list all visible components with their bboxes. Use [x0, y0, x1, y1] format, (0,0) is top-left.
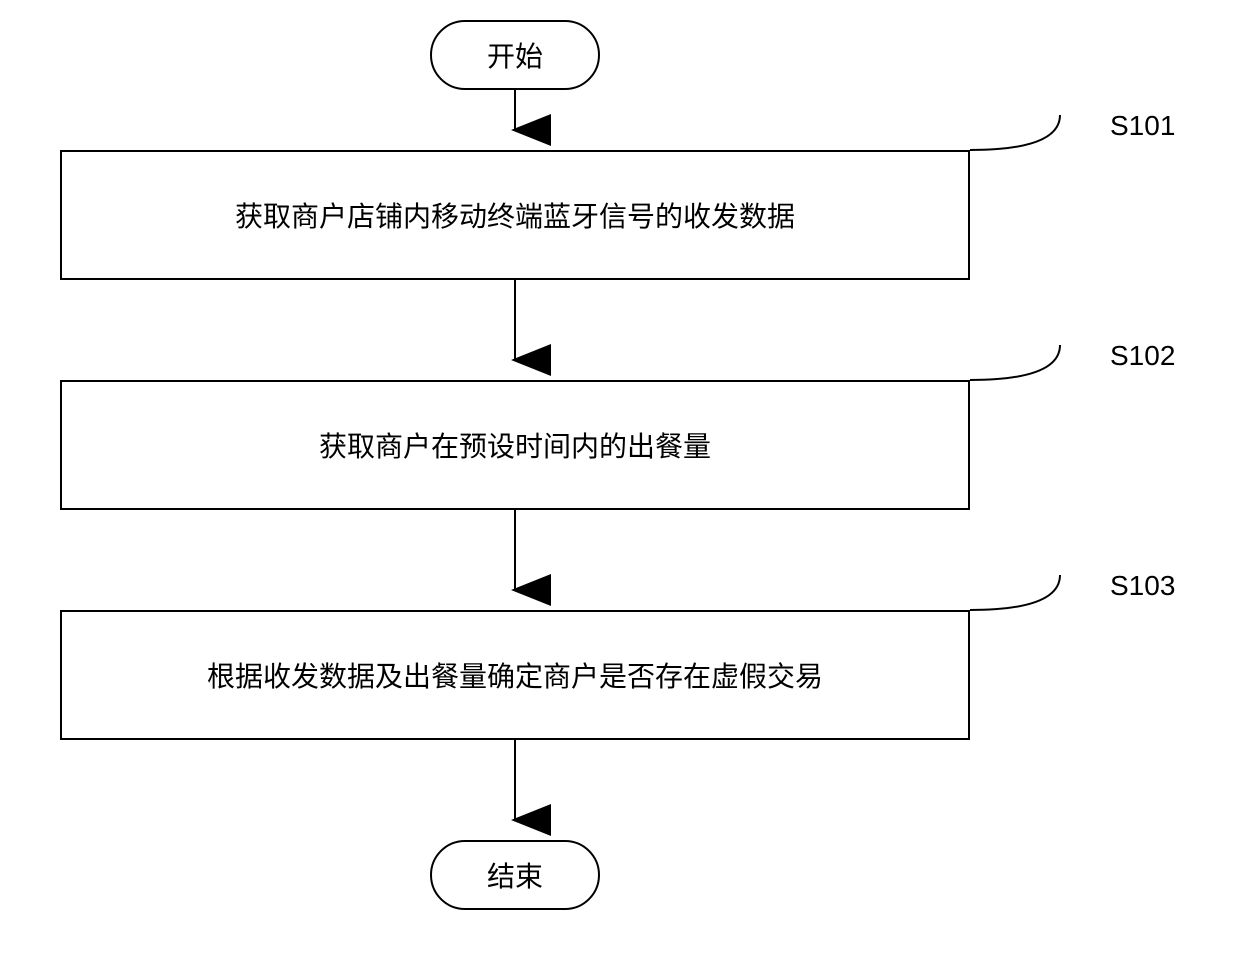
flowchart-canvas: 开始 获取商户店铺内移动终端蓝牙信号的收发数据 获取商户在预设时间内的出餐量 根…	[0, 0, 1240, 966]
callout-s101	[970, 115, 1060, 150]
callout-s102	[970, 345, 1060, 380]
callout-s103	[970, 575, 1060, 610]
connectors-svg	[0, 0, 1240, 966]
